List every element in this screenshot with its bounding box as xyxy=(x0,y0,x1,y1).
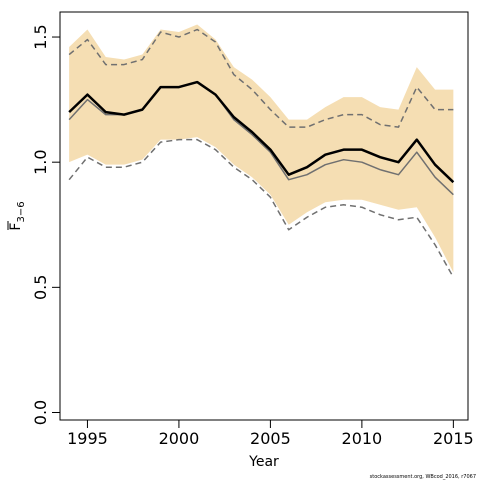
upper-ci-line xyxy=(68,28,454,128)
x-axis: 1995 2000 2005 2010 2015 xyxy=(67,419,474,448)
x-tick-label-2010: 2010 xyxy=(342,429,383,448)
y-axis: 0.0 0.5 1.0 1.5 xyxy=(31,24,61,425)
x-tick-label-1995: 1995 xyxy=(67,429,108,448)
x-tick-label-2005: 2005 xyxy=(250,429,291,448)
x-tick-label-2015: 2015 xyxy=(433,429,474,448)
y-tick-label-3: 1.5 xyxy=(31,24,50,49)
confidence-band-layer xyxy=(69,24,454,273)
series-line-layer xyxy=(68,28,455,278)
y-tick-label-1: 0.5 xyxy=(31,275,50,300)
y-tick-label-0: 0.0 xyxy=(31,400,50,425)
x-tick-label-2000: 2000 xyxy=(159,429,200,448)
y-axis-title: F3−6 xyxy=(7,201,27,231)
lower-ci-line xyxy=(68,138,455,278)
y-axis-title-sub: 3−6 xyxy=(16,201,27,222)
credit-text: stockassessment.org, WBcod_2016, r7067 xyxy=(370,474,476,480)
x-axis-title: Year xyxy=(248,454,279,470)
y-tick-label-2: 1.0 xyxy=(31,149,50,174)
y-axis-title-main: F xyxy=(8,223,24,231)
svg-text:F3−6: F3−6 xyxy=(8,201,27,230)
confidence-band xyxy=(69,24,454,273)
estimate-line xyxy=(68,80,455,184)
